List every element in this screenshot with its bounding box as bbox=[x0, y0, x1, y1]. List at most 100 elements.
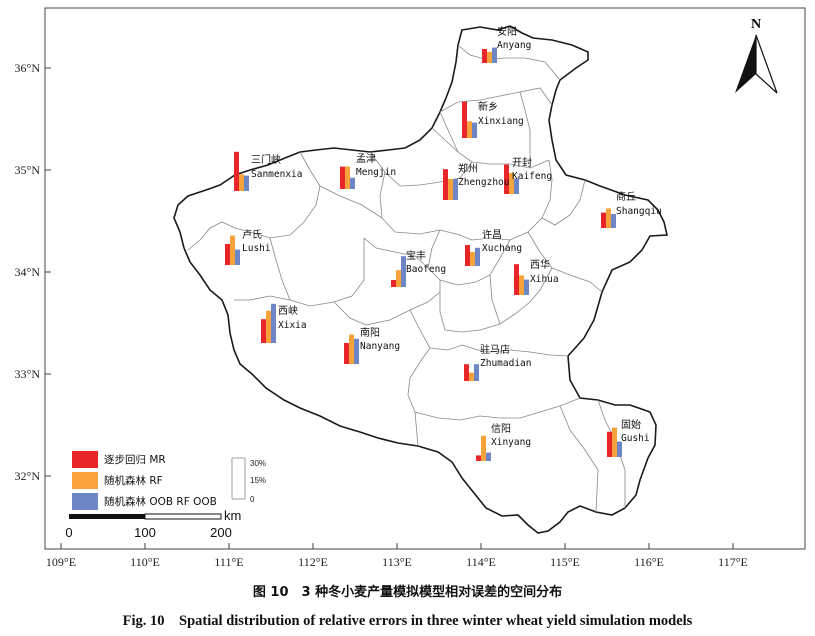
city-label-cn: 商丘 bbox=[616, 190, 636, 203]
bar-mr-sanmenxia bbox=[234, 151, 239, 191]
city-label-cn: 固始 bbox=[621, 418, 641, 431]
bar-mr-xuchang bbox=[465, 245, 470, 266]
scale-tick-label: 30% bbox=[250, 459, 266, 468]
city-label-cn: 西峡 bbox=[278, 304, 298, 317]
city-label-en: Kaifeng bbox=[512, 171, 552, 182]
bar-oob-xinyang bbox=[486, 452, 491, 461]
city-label-cn: 宝丰 bbox=[406, 249, 426, 262]
bar-mr-lushi bbox=[225, 244, 230, 265]
city-label-cn: 许昌 bbox=[482, 229, 502, 241]
scale-label: 200 bbox=[210, 525, 232, 540]
lat-tick-label: 36°N bbox=[15, 61, 41, 75]
bar-oob-nanyang bbox=[354, 338, 359, 364]
internal-boundaries bbox=[187, 44, 626, 513]
city-bars bbox=[225, 47, 622, 461]
city-label-en: Gushi bbox=[621, 433, 650, 444]
figure-caption-en: Fig. 10 Spatial distribution of relative… bbox=[122, 613, 693, 629]
city-label-en: Xinyang bbox=[491, 437, 531, 448]
city-label-cn: 卢氏 bbox=[242, 228, 262, 241]
city-label-cn: 驻马店 bbox=[480, 343, 510, 356]
bar-rf-xuchang bbox=[470, 252, 475, 266]
lon-tick-label: 111°E bbox=[214, 555, 243, 569]
legend-label-oob: 随机森林 OOB RF OOB bbox=[104, 495, 217, 508]
city-label-en: Nanyang bbox=[360, 341, 400, 352]
city-label-en: Lushi bbox=[242, 243, 271, 254]
city-label-en: Xixia bbox=[278, 320, 307, 331]
lon-tick-label: 114°E bbox=[466, 555, 496, 569]
bar-mr-xihua bbox=[514, 264, 519, 295]
bar-oob-zhumadian bbox=[474, 364, 479, 381]
legend: 逐步回归 MR 随机森林 RF 随机森林 OOB RF OOB 30% 15% … bbox=[72, 451, 266, 510]
city-label-en: Zhengzhou bbox=[458, 177, 509, 188]
bar-rf-xinyang bbox=[481, 435, 486, 461]
bar-oob-kaifeng bbox=[514, 178, 519, 194]
bar-mr-nanyang bbox=[344, 343, 349, 364]
legend-swatch-rf bbox=[72, 472, 98, 489]
legend-label-mr: 逐步回归 MR bbox=[104, 453, 166, 466]
lat-tick-label: 33°N bbox=[15, 367, 41, 381]
bar-mr-xixia bbox=[261, 319, 266, 343]
city-label-en: Xinxiang bbox=[478, 116, 524, 127]
bar-oob-zhengzhou bbox=[453, 179, 458, 200]
bar-rf-gushi bbox=[612, 427, 617, 457]
bar-rf-nanyang bbox=[349, 334, 354, 364]
legend-label-rf: 随机森林 RF bbox=[104, 474, 163, 487]
city-label-cn: 开封 bbox=[512, 156, 532, 169]
bar-oob-mengjin bbox=[350, 177, 355, 189]
bar-rf-anyang bbox=[487, 51, 492, 63]
bar-rf-kaifeng bbox=[509, 173, 514, 194]
lon-tick-label: 109°E bbox=[46, 555, 76, 569]
bar-rf-sanmenxia bbox=[239, 174, 244, 191]
bar-mr-zhengzhou bbox=[443, 169, 448, 200]
bar-mr-kaifeng bbox=[504, 164, 509, 194]
city-label-cn: 安阳 bbox=[497, 25, 517, 38]
bar-oob-xuchang bbox=[475, 247, 480, 266]
lat-tick-label: 34°N bbox=[15, 265, 41, 279]
city-label-cn: 三门峡 bbox=[251, 153, 281, 166]
legend-swatch-mr bbox=[72, 451, 98, 468]
city-label-en: Xihua bbox=[530, 274, 559, 285]
scale-tick-label: 0 bbox=[250, 495, 255, 504]
scale-label: 0 bbox=[65, 525, 72, 540]
bar-oob-baofeng bbox=[401, 256, 406, 287]
bar-mr-xinyang bbox=[476, 455, 481, 461]
scale-bar: 0 100 200 km bbox=[65, 508, 241, 540]
bar-mr-zhumadian bbox=[464, 364, 469, 381]
city-label-cn: 信阳 bbox=[491, 423, 511, 435]
bar-oob-lushi bbox=[235, 249, 240, 265]
city-label-cn: 郑州 bbox=[458, 162, 478, 175]
bar-rf-baofeng bbox=[396, 270, 401, 287]
bar-oob-shangqiu bbox=[611, 214, 616, 228]
city-labels: 安阳 Anyang 新乡 Xinxiang 三门峡 Sanmenxia 孟津 M… bbox=[242, 25, 662, 448]
bar-oob-xinxiang bbox=[472, 122, 477, 138]
bar-oob-xihua bbox=[524, 279, 529, 295]
longitude-axis: 109°E 110°E 111°E 112°E 113°E 114°E 115°… bbox=[46, 543, 748, 569]
lon-tick-label: 115°E bbox=[550, 555, 580, 569]
bar-oob-xixia bbox=[271, 303, 276, 343]
city-label-en: Anyang bbox=[497, 40, 531, 51]
city-label-en: Zhumadian bbox=[480, 358, 531, 369]
province-boundary bbox=[173, 25, 668, 534]
bar-mr-xinxiang bbox=[462, 101, 467, 138]
bar-rf-zhengzhou bbox=[448, 179, 453, 200]
city-label-en: Shangqiu bbox=[616, 206, 662, 217]
bar-rf-zhumadian bbox=[469, 372, 474, 381]
bar-rf-mengjin bbox=[345, 166, 350, 189]
city-label-cn: 孟津 bbox=[356, 153, 376, 165]
map-frame bbox=[44, 7, 806, 550]
city-label-cn: 西华 bbox=[530, 258, 550, 271]
bar-mr-mengjin bbox=[340, 166, 345, 189]
lat-tick-label: 32°N bbox=[15, 469, 41, 483]
bar-mr-anyang bbox=[482, 49, 487, 63]
city-label-en: Sanmenxia bbox=[251, 169, 302, 180]
lat-tick-label: 35°N bbox=[15, 163, 41, 177]
city-label-en: Baofeng bbox=[406, 264, 446, 275]
city-label-cn: 新乡 bbox=[478, 100, 498, 113]
north-label: N bbox=[751, 17, 761, 32]
figure-caption-cn: 图 10 3 种冬小麦产量模拟模型相对误差的空间分布 bbox=[252, 585, 563, 600]
bar-height-scale: 30% 15% 0 bbox=[231, 457, 266, 504]
lon-tick-label: 117°E bbox=[718, 555, 748, 569]
bar-rf-lushi bbox=[230, 235, 235, 265]
scale-unit: km bbox=[224, 508, 241, 523]
scale-label: 100 bbox=[134, 525, 156, 540]
